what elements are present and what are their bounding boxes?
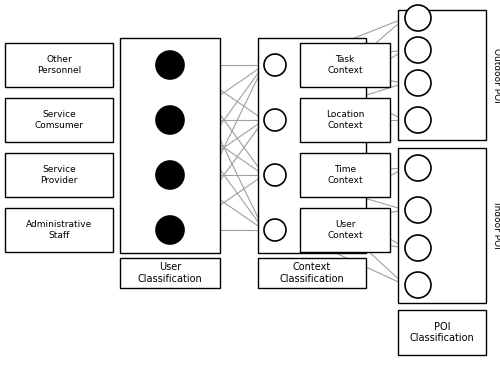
Text: Indoor POI: Indoor POI: [492, 202, 500, 248]
Bar: [5, 153, 113, 197]
Bar: [300, 208, 390, 252]
Circle shape: [264, 54, 286, 76]
Text: User
Classification: User Classification: [138, 262, 202, 284]
Text: Time
Context: Time Context: [327, 165, 363, 185]
Circle shape: [405, 37, 431, 63]
Bar: [300, 43, 390, 87]
Text: Administrative
Staff: Administrative Staff: [26, 220, 92, 240]
Bar: [398, 310, 486, 355]
Text: Service
Provider: Service Provider: [40, 165, 78, 185]
Circle shape: [264, 109, 286, 131]
Text: User
Context: User Context: [327, 220, 363, 240]
Text: Task
Context: Task Context: [327, 55, 363, 75]
Bar: [5, 208, 113, 252]
Circle shape: [405, 107, 431, 133]
Bar: [398, 10, 486, 140]
Bar: [258, 38, 366, 253]
Bar: [120, 38, 220, 253]
Circle shape: [156, 161, 184, 189]
Circle shape: [264, 164, 286, 186]
Bar: [5, 98, 113, 142]
Circle shape: [156, 51, 184, 79]
Bar: [300, 98, 390, 142]
Circle shape: [156, 216, 184, 244]
Bar: [398, 148, 486, 303]
Bar: [120, 258, 220, 288]
Circle shape: [405, 235, 431, 261]
Circle shape: [264, 219, 286, 241]
Circle shape: [405, 155, 431, 181]
Bar: [5, 43, 113, 87]
Circle shape: [405, 272, 431, 298]
Text: Context
Classification: Context Classification: [280, 262, 344, 284]
Bar: [300, 153, 390, 197]
Circle shape: [405, 70, 431, 96]
Text: Other
Personnel: Other Personnel: [37, 55, 81, 75]
Bar: [258, 258, 366, 288]
Circle shape: [405, 197, 431, 223]
Circle shape: [405, 5, 431, 31]
Text: Outdoor POI: Outdoor POI: [492, 48, 500, 102]
Circle shape: [156, 106, 184, 134]
Text: Service
Comsumer: Service Comsumer: [34, 110, 84, 130]
Text: Location
Context: Location Context: [326, 110, 364, 130]
Text: POI
Classification: POI Classification: [410, 322, 474, 343]
